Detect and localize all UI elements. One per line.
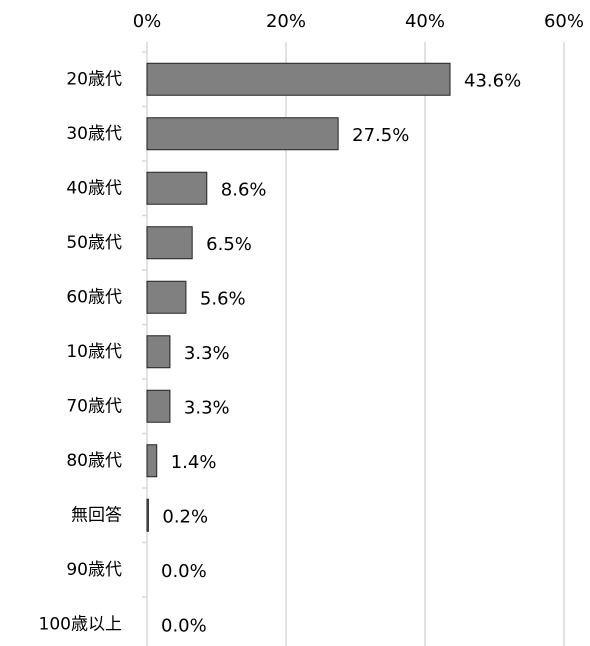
bar <box>146 171 208 205</box>
y-tick-label: 60歳代 <box>66 287 122 307</box>
value-label: 27.5% <box>352 125 409 146</box>
value-label: 8.6% <box>221 179 267 200</box>
y-tick-label: 50歳代 <box>66 233 122 253</box>
bar <box>146 389 171 423</box>
value-label: 0.0% <box>161 615 207 636</box>
value-label: 3.3% <box>184 343 230 364</box>
y-tick-label: 40歳代 <box>66 178 122 198</box>
value-label: 43.6% <box>464 70 521 91</box>
bar <box>146 335 171 369</box>
y-tick-label: 90歳代 <box>66 560 122 580</box>
value-label: 3.3% <box>184 397 230 418</box>
x-tick-label: 60% <box>544 11 584 32</box>
value-label: 5.6% <box>200 288 246 309</box>
bar <box>146 280 187 314</box>
y-tick-label: 30歳代 <box>66 124 122 144</box>
y-tick-label: 無回答 <box>71 505 122 525</box>
bar <box>146 62 451 96</box>
value-label: 6.5% <box>206 234 252 255</box>
x-tick-label: 20% <box>266 11 306 32</box>
y-tick-label: 10歳代 <box>66 342 122 362</box>
bar <box>146 498 149 532</box>
x-tick-label: 40% <box>405 11 445 32</box>
y-tick-label: 70歳代 <box>66 396 122 416</box>
y-tick-label: 20歳代 <box>66 69 122 89</box>
bar <box>146 117 339 151</box>
value-label: 1.4% <box>171 452 217 473</box>
value-label: 0.0% <box>161 561 207 582</box>
y-tick-label: 80歳代 <box>66 451 122 471</box>
y-tick-label: 100歳以上 <box>39 614 122 634</box>
x-tick-label: 0% <box>133 11 162 32</box>
bar <box>146 444 158 478</box>
bar <box>146 226 193 260</box>
value-label: 0.2% <box>162 506 208 527</box>
